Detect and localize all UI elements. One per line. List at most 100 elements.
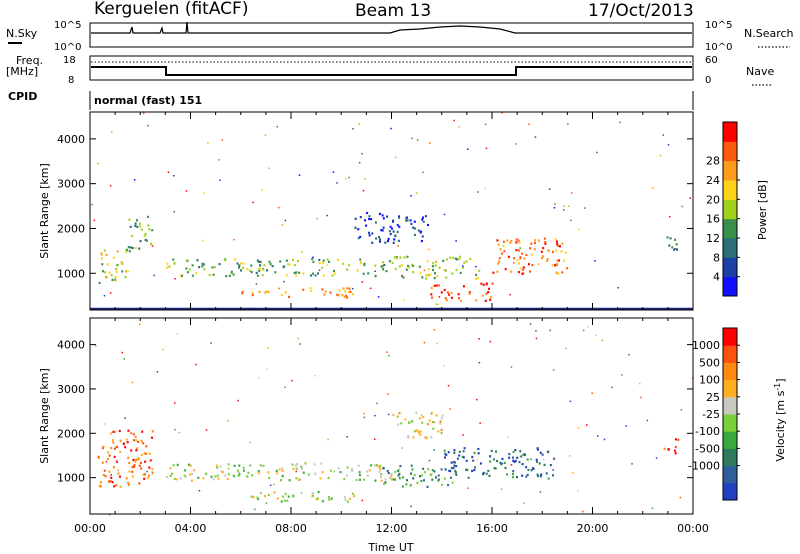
scatter-speck — [659, 154, 662, 157]
scatter-cell — [456, 457, 459, 460]
scatter-cell — [512, 450, 515, 454]
scatter-cell — [228, 274, 231, 277]
scatter-cell — [134, 246, 137, 250]
scatter-cell — [677, 438, 680, 441]
scatter-cell — [397, 474, 400, 477]
scatter-cell — [138, 464, 141, 467]
scatter-cell — [431, 265, 434, 268]
scatter-cell — [556, 243, 559, 246]
scatter-speck — [314, 375, 316, 377]
scatter-cell — [458, 258, 461, 261]
nsearch-label: N.Search — [744, 27, 794, 40]
scatter-cell — [324, 290, 327, 293]
scatter-cell — [518, 262, 520, 265]
scatter-cell — [317, 272, 319, 275]
scatter-cell — [126, 441, 129, 444]
scatter-cell — [234, 258, 236, 261]
scatter-cell — [409, 219, 412, 222]
scatter-cell — [120, 261, 123, 264]
scatter-cell — [119, 485, 122, 488]
scatter-speck — [127, 270, 130, 273]
velocity-colorbar: 1000 500 100 25 -25 -100 -500 -1000 — [688, 327, 740, 501]
scatter-speck — [108, 513, 111, 516]
freq-panel — [89, 55, 694, 81]
scatter-speck — [655, 457, 658, 459]
scatter-cell — [236, 262, 239, 265]
scatter-cell — [425, 274, 428, 277]
scatter-cell — [348, 291, 350, 294]
scatter-cell — [127, 429, 130, 432]
scatter-cell — [217, 477, 220, 480]
scatter-speck — [268, 167, 270, 169]
scatter-cell — [345, 474, 348, 477]
scatter-cell — [218, 263, 221, 266]
scatter-cell — [251, 294, 254, 297]
scatter-cell — [203, 268, 206, 271]
scatter-cell — [133, 465, 136, 468]
scatter-cell — [452, 461, 455, 464]
scatter-cell — [392, 241, 395, 244]
scatter-cell — [419, 230, 422, 233]
scatter-cell — [384, 241, 387, 244]
scatter-cell — [348, 287, 351, 290]
scatter-cell — [382, 467, 385, 470]
scatter-cell — [410, 263, 413, 266]
scatter-cell — [131, 475, 134, 478]
scatter-cell — [485, 292, 488, 295]
scatter-cell — [271, 265, 274, 268]
scatter-cell — [144, 238, 147, 241]
scatter-cell — [110, 476, 113, 479]
scatter-cell — [108, 470, 111, 473]
scatter-cell — [264, 495, 266, 498]
scatter-cell — [328, 498, 331, 501]
scatter-cell — [491, 282, 494, 285]
scatter-cell — [354, 226, 357, 229]
velocity-ylabel: Slant Range [km] — [38, 368, 51, 464]
scatter-speck — [501, 462, 504, 465]
colorbar-tick-label: 1000 — [692, 339, 720, 352]
scatter-speck — [668, 216, 671, 218]
scatter-cell — [287, 495, 290, 498]
scatter-cell — [561, 271, 564, 274]
cpid-text: normal (fast) 151 — [94, 94, 202, 107]
scatter-cell — [374, 221, 377, 224]
power-x-ticks — [89, 112, 694, 310]
power-panel-frame — [89, 111, 694, 311]
scatter-cell — [399, 256, 402, 259]
scatter-cell — [295, 271, 298, 274]
scatter-speck — [479, 422, 481, 424]
scatter-cell — [371, 241, 374, 244]
scatter-cell — [346, 296, 349, 299]
scatter-cell — [300, 467, 303, 470]
scatter-cell — [386, 470, 389, 473]
colorbar-segment — [723, 431, 737, 449]
scatter-speck — [411, 137, 413, 140]
scatter-cell — [485, 472, 488, 475]
scatter-cell — [138, 482, 141, 485]
scatter-cell — [419, 417, 422, 420]
scatter-cell — [98, 281, 101, 284]
scatter-speck — [358, 162, 361, 164]
scatter-cell — [537, 475, 539, 478]
scatter-cell — [351, 469, 353, 472]
scatter-cell — [169, 467, 172, 470]
colorbar-segment — [723, 257, 737, 278]
scatter-cell — [516, 456, 519, 459]
scatter-cell — [666, 236, 669, 239]
scatter-cell — [421, 218, 424, 221]
x-tick-label: 00:00 — [74, 522, 106, 535]
scatter-cell — [368, 215, 371, 218]
scatter-cell — [420, 240, 423, 243]
scatter-cell — [527, 468, 530, 471]
scatter-cell — [299, 478, 302, 481]
scatter-cell — [241, 290, 244, 293]
scatter-speck — [266, 368, 268, 371]
scatter-cell — [345, 294, 347, 297]
nave-tick-high: 60 — [705, 55, 718, 66]
scatter-cell — [454, 257, 457, 260]
scatter-cell — [363, 262, 366, 265]
colorbar-tick-label: -1000 — [688, 460, 720, 473]
scatter-cell — [317, 497, 319, 500]
scatter-cell — [383, 482, 385, 485]
scatter-cell — [435, 284, 438, 287]
